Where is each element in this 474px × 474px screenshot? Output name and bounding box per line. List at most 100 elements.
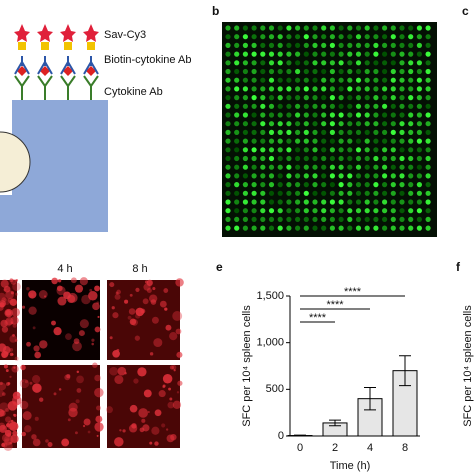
spot <box>9 441 13 445</box>
spot <box>97 315 100 319</box>
array-spot <box>295 68 301 75</box>
array-spot <box>425 199 431 205</box>
array-spot <box>338 51 344 57</box>
array-spot <box>347 42 353 49</box>
spot <box>31 434 37 440</box>
detect-ab <box>60 56 76 75</box>
array-spot <box>355 103 362 109</box>
array-spot <box>347 190 353 196</box>
array-spot <box>382 60 388 66</box>
array-spot <box>338 42 344 49</box>
array-spot <box>382 51 388 57</box>
array-spot <box>242 138 248 144</box>
array-spot <box>382 208 388 214</box>
y-tick-label: 500 <box>266 383 284 395</box>
array-spot <box>408 155 414 162</box>
array-spot <box>321 147 327 153</box>
spot <box>0 410 6 417</box>
array-spot <box>312 34 318 40</box>
array-spot <box>425 129 431 135</box>
array-spot <box>373 129 379 135</box>
array-spot <box>355 208 362 214</box>
array-spot <box>416 68 422 75</box>
array-spot <box>390 34 396 40</box>
array-spot <box>373 77 379 83</box>
array-spot <box>277 112 283 118</box>
array-spot <box>347 51 353 57</box>
array-spot <box>373 103 379 109</box>
array-spot <box>399 103 405 109</box>
array-spot <box>286 42 292 49</box>
antigen <box>86 66 96 76</box>
array-spot <box>303 216 309 222</box>
array-spot <box>268 216 275 222</box>
array-spot <box>312 155 318 162</box>
spot <box>21 431 27 437</box>
spot <box>111 306 115 310</box>
array-spot <box>390 199 396 205</box>
array-spot <box>382 147 388 153</box>
array-spot <box>312 138 318 144</box>
array-spot <box>286 208 292 214</box>
array-spot <box>382 121 388 127</box>
array-spot <box>260 199 266 205</box>
array-spot <box>260 225 266 231</box>
spot <box>172 400 182 410</box>
array-spot <box>425 147 431 153</box>
spot <box>175 328 182 335</box>
array-spot <box>303 112 309 118</box>
array-spot <box>364 34 370 40</box>
array-spot <box>390 25 396 31</box>
spot <box>114 375 124 385</box>
spot <box>119 429 122 432</box>
array-spot <box>321 60 327 66</box>
array-spot <box>347 208 353 214</box>
array-spot <box>373 208 379 214</box>
array-spot <box>242 173 248 179</box>
array-spot <box>225 199 231 205</box>
spot <box>94 422 104 432</box>
array-spot <box>312 112 318 118</box>
array-spot <box>277 121 283 127</box>
spot <box>2 392 6 396</box>
array-spot <box>329 77 335 83</box>
array-spot <box>303 190 309 196</box>
array-spot <box>234 95 240 101</box>
spot <box>164 307 168 311</box>
array-spot <box>373 42 379 49</box>
array-spot <box>373 138 379 144</box>
spot <box>14 339 18 342</box>
array-spot <box>399 34 405 40</box>
spot <box>0 343 7 352</box>
spot <box>19 378 30 389</box>
error-bar <box>294 434 306 437</box>
spot <box>0 279 9 288</box>
array-spot <box>268 86 275 92</box>
array-spot <box>321 77 327 83</box>
array-spot <box>382 103 388 109</box>
spot <box>9 348 14 352</box>
array-spot <box>416 173 422 179</box>
array-spot <box>390 182 396 188</box>
spot <box>28 306 37 315</box>
array-spot <box>347 95 353 101</box>
array-spot <box>277 208 283 214</box>
cell <box>0 131 31 193</box>
array-spot <box>312 173 318 179</box>
array-spot <box>260 121 266 127</box>
array-spot <box>399 86 405 92</box>
array-spot <box>268 42 275 49</box>
array-spot <box>268 77 275 83</box>
array-spot <box>408 190 414 196</box>
array-spot <box>416 51 422 57</box>
array-spot <box>277 190 283 196</box>
array-spot <box>260 77 266 83</box>
array-spot <box>321 121 327 127</box>
array-spot <box>390 208 396 214</box>
array-spot <box>338 173 344 179</box>
array-spot <box>329 95 335 101</box>
spot <box>115 291 119 295</box>
sig-label: **** <box>326 299 344 311</box>
array-spot <box>242 147 248 153</box>
array-spot <box>355 68 362 75</box>
